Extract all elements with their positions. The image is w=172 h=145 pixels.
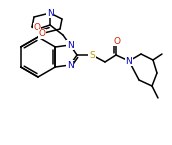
Text: S: S xyxy=(89,50,95,59)
Text: N: N xyxy=(67,60,73,69)
Text: N: N xyxy=(67,40,73,49)
Text: O: O xyxy=(34,23,40,32)
Text: O: O xyxy=(114,37,121,46)
Text: O: O xyxy=(39,29,46,39)
Text: N: N xyxy=(126,57,132,66)
Text: N: N xyxy=(47,9,53,18)
